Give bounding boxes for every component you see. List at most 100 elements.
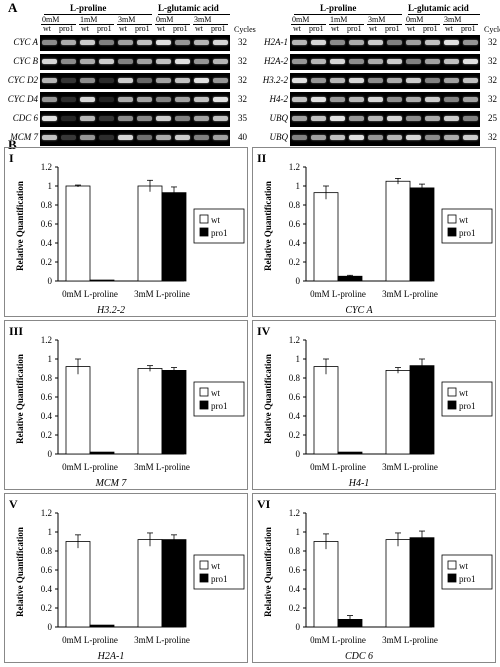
concentration-underline [367,24,402,25]
bar-wt [385,539,411,628]
gel-band [368,135,383,140]
gel-band [425,40,440,45]
concentration-label: 1mM [330,15,348,24]
gel-strip [40,111,230,127]
genotype-label: pro1 [423,24,438,33]
x-category-label: 0mM L-proline [62,635,118,645]
gel-band [349,59,364,64]
treatment-label-glutamic: L-glutamic acid [158,3,219,13]
gel-band [118,116,133,121]
cycles-header: Cycles [234,25,256,34]
gel-band [292,135,307,140]
gel-band [118,40,133,45]
gel-band [80,135,95,140]
gel-band [137,97,152,102]
y-tick-label: 0.2 [289,430,300,440]
bar-chart-6: VI 0 0.2 0.4 0.6 0.8 1 1.2 Relative Quantificati… [252,493,496,663]
bar-wt [313,366,339,455]
chart-numeral: III [9,324,23,338]
bar-wt [313,541,339,628]
y-tick-label: 0.6 [289,392,301,402]
gene-caption: H3.2-2 [96,305,125,316]
gel-band [213,97,228,102]
legend-label: pro1 [211,574,228,584]
gel-band [99,135,114,140]
y-axis-label: Relative Quantification [263,181,273,271]
gel-band [444,116,459,121]
gel-band [387,116,402,121]
gel-band [175,78,190,83]
legend-swatch [447,400,457,410]
legend-swatch [199,400,209,410]
gel-band [80,78,95,83]
gel-band [42,97,57,102]
y-tick-label: 0.8 [41,546,53,556]
gel-band [80,59,95,64]
cycle-count: 32 [238,75,247,85]
gel-band [463,40,478,45]
chart-numeral: VI [257,497,271,511]
gel-band [425,97,440,102]
gel-band [175,59,190,64]
gel-strip [290,130,480,146]
gel-band [61,40,76,45]
gel-band [99,97,114,102]
gel-band [99,40,114,45]
x-category-label: 0mM L-proline [310,289,366,299]
gel-band [387,78,402,83]
chart-frame [4,493,248,663]
treatment-label-proline: L-proline [320,3,357,13]
bar-chart-3: III 0 0.2 0.4 0.6 0.8 1 1.2 Relative Quantificat… [4,320,248,490]
gel-band [213,40,228,45]
gel-strip [290,54,480,70]
gel-band [213,78,228,83]
gel-band [61,135,76,140]
gel-band [425,135,440,140]
gene-label: H3.2-2 [262,75,288,85]
bar-chart-1: I 0 0.2 0.4 0.6 0.8 1 1.2 Relative Quantificatio… [4,147,248,317]
concentration-label: 3mM [444,15,462,24]
y-tick-label: 0.2 [41,257,52,267]
y-tick-label: 0.8 [41,373,53,383]
cycle-count: 32 [488,75,497,85]
bar-pro1 [337,451,363,455]
gel-band [387,40,402,45]
y-tick-label: 0.8 [289,373,301,383]
gel-band [99,78,114,83]
y-tick-label: 1 [296,181,301,191]
bar-wt [65,185,91,282]
gel-band [118,135,133,140]
chart-frame [4,320,248,490]
y-axis-label: Relative Quantification [15,354,25,444]
treatment-underline [158,14,230,15]
gel-band [213,59,228,64]
genotype-label: pro1 [173,24,188,33]
gel-band [311,135,326,140]
gel-band [175,135,190,140]
legend-swatch [447,214,457,224]
gene-caption: MCM 7 [95,478,128,489]
x-category-label: 0mM L-proline [310,635,366,645]
legend-swatch [199,227,209,237]
gel-band [80,116,95,121]
gel-band [61,59,76,64]
genotype-label: wt [195,24,203,33]
gel-band [42,135,57,140]
bar-pro1 [409,365,435,455]
gel-strip [40,130,230,146]
y-tick-label: 1.2 [41,162,52,172]
gel-band [349,78,364,83]
gel-strip [290,73,480,89]
gel-band [368,97,383,102]
gel-band [156,78,171,83]
gel-band [463,59,478,64]
gel-band [311,59,326,64]
gel-band [425,59,440,64]
gel-band [406,116,421,121]
legend-swatch [199,573,209,583]
gel-band [406,78,421,83]
gel-band [406,59,421,64]
gel-band [213,135,228,140]
y-tick-label: 0.2 [289,257,300,267]
gene-label: CYC D2 [7,75,38,85]
